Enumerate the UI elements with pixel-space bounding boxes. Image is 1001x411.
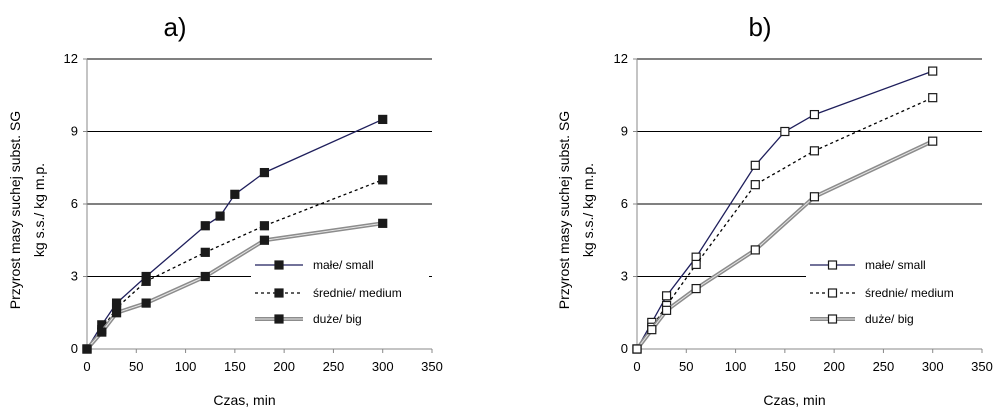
data-point bbox=[259, 167, 270, 178]
chart-panel-b: b) 0 3 6 9 12 0 50 100 150 200 250 300 350 Czas, min Pr… bbox=[556, 12, 993, 408]
x-tick-label: 250 bbox=[323, 359, 345, 374]
legend-label: małe/ small bbox=[865, 258, 926, 272]
data-point bbox=[141, 276, 151, 286]
x-axis-label: Czas, min bbox=[213, 392, 275, 408]
data-point bbox=[111, 308, 122, 318]
legend-label: małe/ small bbox=[313, 258, 374, 272]
x-tick-label: 200 bbox=[273, 359, 295, 374]
data-point bbox=[928, 66, 938, 76]
data-point bbox=[141, 298, 151, 308]
data-point bbox=[632, 344, 642, 354]
x-tick-label: 350 bbox=[421, 359, 443, 374]
panel-title: a) bbox=[163, 12, 186, 42]
y-tick-label: 12 bbox=[614, 51, 628, 66]
x-tick-label: 0 bbox=[633, 359, 640, 374]
data-point bbox=[378, 218, 388, 228]
data-point bbox=[200, 247, 210, 257]
data-point bbox=[691, 283, 701, 294]
data-point bbox=[647, 325, 657, 335]
data-point bbox=[809, 192, 820, 202]
x-tick-label: 350 bbox=[971, 359, 993, 374]
data-point bbox=[928, 93, 938, 103]
data-point bbox=[200, 271, 210, 282]
legend-marker bbox=[827, 288, 838, 298]
data-point bbox=[691, 259, 701, 270]
y-tick-label: 0 bbox=[71, 341, 78, 356]
data-point bbox=[230, 189, 240, 199]
x-axis-label: Czas, min bbox=[763, 392, 825, 408]
x-tick-label: 150 bbox=[224, 359, 246, 374]
data-point bbox=[215, 211, 225, 221]
legend-marker bbox=[274, 314, 284, 324]
y-tick-label: 3 bbox=[621, 269, 628, 284]
legend-label: duże/ big bbox=[865, 312, 914, 326]
y-tick-label: 6 bbox=[621, 196, 628, 211]
panel-title: b) bbox=[748, 12, 771, 42]
data-point bbox=[809, 109, 820, 120]
data-point bbox=[661, 291, 672, 301]
y-tick-label: 9 bbox=[621, 124, 628, 139]
y-tick-label: 0 bbox=[621, 341, 628, 356]
data-point bbox=[750, 160, 760, 170]
x-tick-label: 250 bbox=[873, 359, 895, 374]
y-axis-label: Przyrost masy suchej subst. SG bbox=[556, 111, 572, 309]
x-tick-label: 200 bbox=[823, 359, 845, 374]
x-tick-label: 300 bbox=[922, 359, 944, 374]
y-axis-label: kg s.s./ kg m.p. bbox=[580, 163, 596, 257]
x-tick-label: 0 bbox=[83, 359, 90, 374]
y-tick-label: 12 bbox=[64, 51, 78, 66]
data-point bbox=[750, 245, 760, 255]
x-tick-label: 100 bbox=[175, 359, 197, 374]
data-point bbox=[780, 126, 790, 137]
y-tick-label: 9 bbox=[71, 124, 78, 139]
legend-label: średnie/ medium bbox=[865, 286, 954, 300]
chart-panel-a: a) 0 3 6 9 12 0 50 100 150 200 250 300 350 Czas, min Pr… bbox=[7, 12, 443, 408]
legend-marker bbox=[274, 260, 284, 270]
data-point bbox=[82, 344, 92, 354]
legend-label: duże/ big bbox=[313, 312, 362, 326]
y-tick-label: 3 bbox=[71, 269, 78, 284]
y-axis-label: kg s.s./ kg m.p. bbox=[31, 163, 47, 257]
data-point bbox=[259, 221, 270, 231]
data-point bbox=[809, 146, 820, 156]
x-tick-label: 50 bbox=[129, 359, 143, 374]
legend-marker bbox=[827, 314, 838, 324]
x-tick-label: 150 bbox=[774, 359, 796, 374]
data-point bbox=[750, 180, 760, 190]
x-tick-label: 50 bbox=[679, 359, 693, 374]
data-point bbox=[97, 327, 107, 337]
legend-marker bbox=[274, 288, 284, 298]
data-point bbox=[200, 221, 210, 231]
data-point bbox=[661, 305, 672, 315]
x-tick-label: 300 bbox=[372, 359, 394, 374]
y-tick-label: 6 bbox=[71, 196, 78, 211]
y-axis-label: Przyrost masy suchej subst. SG bbox=[7, 111, 23, 309]
legend-marker bbox=[827, 260, 838, 270]
data-point bbox=[259, 235, 270, 245]
data-point bbox=[378, 114, 388, 125]
data-point bbox=[378, 175, 388, 185]
legend-label: średnie/ medium bbox=[313, 286, 402, 300]
x-tick-label: 100 bbox=[725, 359, 747, 374]
data-point bbox=[928, 136, 938, 146]
